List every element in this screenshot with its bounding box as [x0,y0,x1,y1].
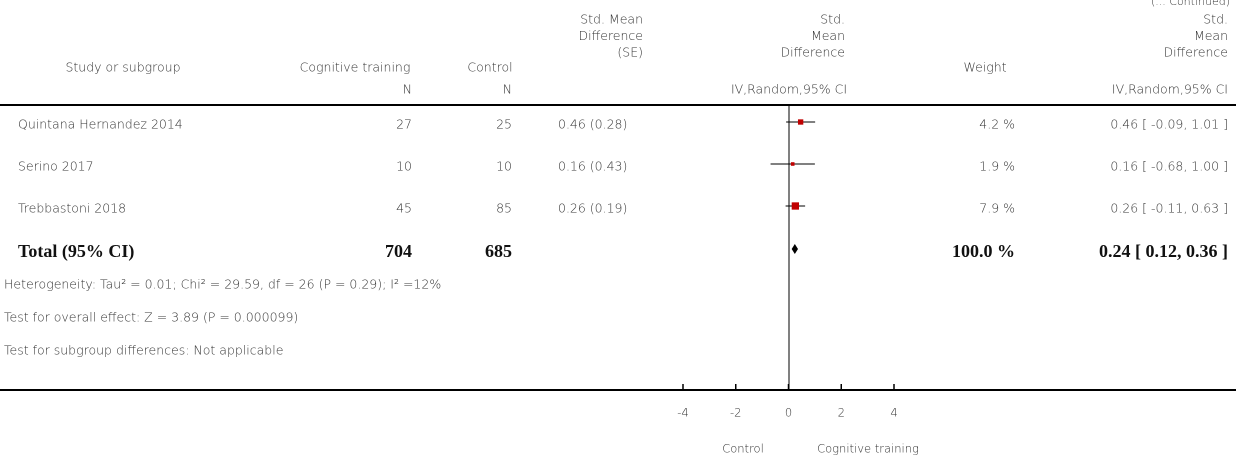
total-weight: 100.0 % [952,241,1015,261]
x-tick-label: 4 [890,406,897,420]
header-control: Control [467,60,512,75]
smd-se: 0.46 (0.28) [558,117,627,132]
weight: 1.9 % [979,159,1015,174]
header-unit: N [503,82,512,97]
total-n-treatment: 704 [385,241,412,261]
study-name: Trebbastoni 2018 [18,201,126,216]
header-unit: N [403,82,412,97]
header-ci: Mean [1194,28,1228,43]
header-smd_se: Difference [579,28,643,43]
header-method: IV,Random,95% CI [731,82,847,97]
x-tick-label: -2 [730,406,741,420]
total-ci-label: 0.24 [ 0.12, 0.36 ] [1099,241,1228,261]
continued-note: (... Continued) [1151,0,1230,8]
total-diamond [791,244,798,254]
study-name: Quintana Hernandez 2014 [18,117,183,132]
n-treatment: 27 [396,117,412,132]
study-name: Serino 2017 [18,159,94,174]
ci-label: 0.16 [ -0.68, 1.00 ] [1110,159,1228,174]
note: Test for overall effect: Z = 3.89 (P = 0… [4,310,298,325]
effect-square [797,119,804,125]
n-treatment: 10 [396,159,412,174]
header-plot: Difference [781,45,845,60]
header-plot: Std. [820,12,845,27]
ci-label: 0.26 [ -0.11, 0.63 ] [1110,201,1228,216]
header-method: IV,Random,95% CI [1112,82,1228,97]
ci-label: 0.46 [ -0.09, 1.01 ] [1110,117,1228,132]
x-tick-label: 0 [785,406,792,420]
x-tick-label: 2 [838,406,845,420]
n-control: 85 [496,201,512,216]
header-study: Study or subgroup [65,60,180,75]
note: Heterogeneity: Tau² = 0.01; Chi² = 29.59… [4,277,441,292]
header-ci: Std. [1203,12,1228,27]
n-control: 25 [496,117,512,132]
header-weight: Weight [963,60,1006,75]
effect-square [791,202,800,210]
header-treatment: Cognitive training [300,60,411,75]
note: Test for subgroup differences: Not appli… [4,343,283,358]
smd-se: 0.16 (0.43) [558,159,627,174]
effect-square [790,162,795,166]
total-name: Total (95% CI) [18,241,134,262]
header-plot: Mean [811,28,845,43]
header-smd_se: (SE) [617,45,643,60]
n-control: 10 [496,159,512,174]
weight: 4.2 % [979,117,1015,132]
x-tick-label: -4 [677,406,688,420]
header-smd_se: Std. Mean [580,12,643,27]
n-treatment: 45 [396,201,412,216]
axis-right-label: Cognitive training [817,442,919,456]
header-ci: Difference [1164,45,1228,60]
axis-left-label: Control [722,442,764,456]
total-n-control: 685 [485,241,512,261]
weight: 7.9 % [979,201,1015,216]
smd-se: 0.26 (0.19) [558,201,627,216]
